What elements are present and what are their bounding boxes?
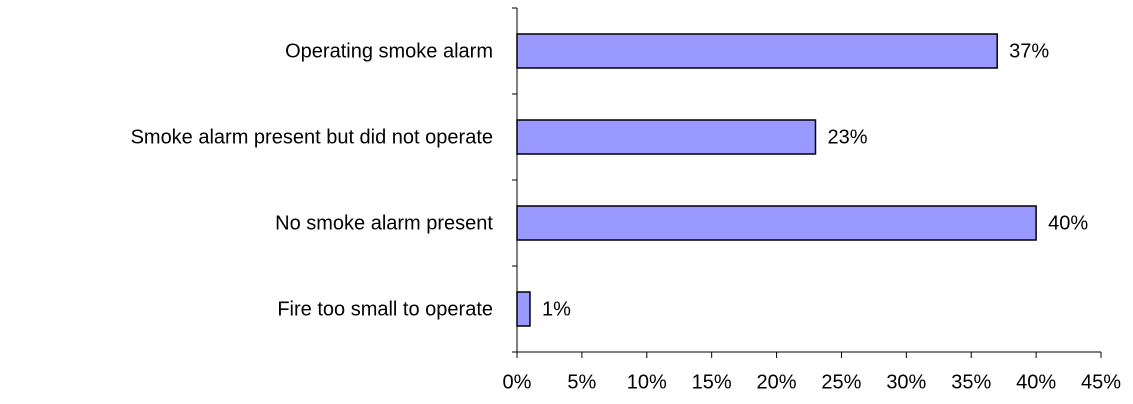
- bar: [516, 33, 998, 69]
- y-tick-label: Operating smoke alarm: [285, 40, 493, 62]
- x-tick-label: 20%: [757, 371, 797, 393]
- x-tick-label: 30%: [886, 371, 926, 393]
- bar: [516, 205, 1037, 241]
- x-tick-label: 40%: [1016, 371, 1056, 393]
- x-tick-label: 10%: [627, 371, 667, 393]
- value-label: 37%: [1009, 40, 1049, 62]
- x-tick-label: 0%: [503, 371, 532, 393]
- y-tick-label: Fire too small to operate: [277, 298, 493, 320]
- bar: [516, 291, 531, 327]
- value-label: 40%: [1048, 212, 1088, 234]
- x-tick-label: 45%: [1081, 371, 1121, 393]
- x-tick-label: 25%: [821, 371, 861, 393]
- x-tick-label: 5%: [567, 371, 596, 393]
- y-tick-label: No smoke alarm present: [275, 212, 493, 234]
- value-label: 23%: [827, 126, 867, 148]
- bar: [516, 119, 817, 155]
- y-tick-label: Smoke alarm present but did not operate: [131, 126, 493, 148]
- x-tick-label: 15%: [692, 371, 732, 393]
- value-label: 1%: [542, 298, 571, 320]
- x-tick-label: 35%: [951, 371, 991, 393]
